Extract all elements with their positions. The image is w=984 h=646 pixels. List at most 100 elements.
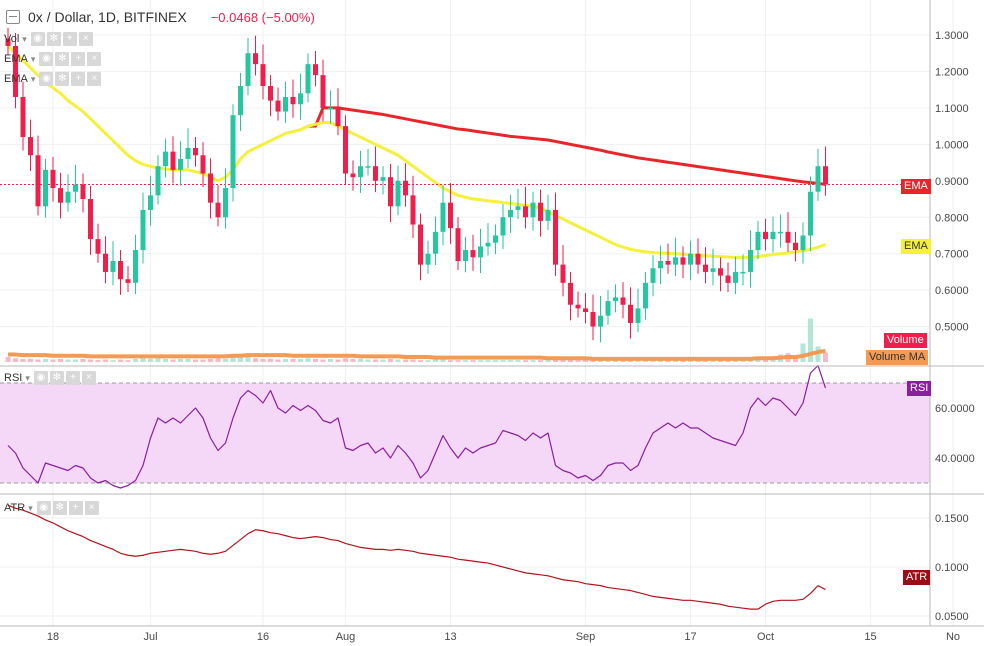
volume-bar xyxy=(200,359,206,362)
candle-body xyxy=(440,202,446,232)
eye-icon[interactable]: ◉ xyxy=(39,52,54,66)
volume-label: Volume xyxy=(884,333,927,348)
candle-body xyxy=(388,177,393,207)
candle-body xyxy=(688,253,693,265)
candle-body xyxy=(320,75,326,108)
gear-icon[interactable]: ✻ xyxy=(49,371,64,385)
indicator-row-ema-2[interactable]: EMA ▾ ◉ ✻ + × xyxy=(4,71,103,87)
volume-bar xyxy=(388,358,393,362)
candle-body xyxy=(478,246,483,258)
x-tick-label: Aug xyxy=(336,631,356,643)
volume-bar xyxy=(560,359,566,362)
volume-bar xyxy=(463,360,468,362)
candle-body xyxy=(703,264,708,272)
plus-icon[interactable]: + xyxy=(71,52,86,66)
volume-bar xyxy=(80,358,86,362)
rsi-band-layer xyxy=(0,382,930,484)
ema-short-price-label: EMA xyxy=(901,239,931,254)
eye-icon[interactable]: ◉ xyxy=(33,371,48,385)
x-tick-label: 18 xyxy=(47,631,59,643)
x-tick-label: 17 xyxy=(684,631,696,643)
indicator-row-ema-1[interactable]: EMA ▾ ◉ ✻ + × xyxy=(4,51,103,67)
volume-bar xyxy=(155,358,161,362)
volume-bar xyxy=(253,358,258,362)
volume-bar xyxy=(478,360,483,362)
volume-bar xyxy=(73,359,78,362)
volume-bar xyxy=(808,318,813,362)
candle-body xyxy=(395,180,401,207)
candle-body xyxy=(823,166,828,185)
volume-bar xyxy=(88,359,93,362)
gear-icon[interactable]: ✻ xyxy=(46,32,61,46)
x-tick-label: 13 xyxy=(444,631,456,643)
volume-bar xyxy=(365,359,371,362)
candle-body xyxy=(148,195,153,210)
volume-bar xyxy=(283,358,288,362)
symbol-title[interactable]: 0x / Dollar, 1D, BITFINEX xyxy=(28,9,187,25)
candle-body xyxy=(515,206,521,210)
gear-icon[interactable]: ✻ xyxy=(55,52,70,66)
close-icon[interactable]: × xyxy=(81,371,96,385)
volume-bar xyxy=(193,359,198,362)
volume-bar xyxy=(335,359,341,362)
candle-body xyxy=(73,184,78,192)
candle-body xyxy=(200,155,206,174)
volume-bar xyxy=(305,358,311,362)
plus-icon[interactable]: + xyxy=(65,371,80,385)
volume-bar xyxy=(425,360,431,362)
volume-bar xyxy=(290,358,296,362)
plus-icon[interactable]: + xyxy=(71,72,86,86)
candle-body xyxy=(185,147,191,159)
candle-body xyxy=(290,96,296,105)
candle-body xyxy=(763,231,768,240)
close-icon[interactable]: × xyxy=(84,501,99,515)
candle-body xyxy=(650,268,656,283)
volume-bar xyxy=(103,359,108,362)
candle-body xyxy=(598,315,603,327)
volume-bar xyxy=(58,358,63,362)
eye-icon[interactable]: ◉ xyxy=(30,32,45,46)
collapse-icon[interactable] xyxy=(6,10,20,24)
plus-icon[interactable]: + xyxy=(62,32,77,46)
indicator-row-atr[interactable]: ATR ▾ ◉ ✻ + × xyxy=(4,500,101,516)
caret-down-icon[interactable]: ▾ xyxy=(22,33,27,44)
candle-body xyxy=(523,206,528,218)
gear-icon[interactable]: ✻ xyxy=(55,72,70,86)
candle-body xyxy=(253,53,258,65)
candle-body xyxy=(43,169,48,207)
caret-down-icon[interactable]: ▾ xyxy=(25,372,30,383)
candle-body xyxy=(725,275,731,283)
volume-bar xyxy=(35,359,41,362)
close-icon[interactable]: × xyxy=(87,72,102,86)
candle-body xyxy=(313,64,318,76)
volume-bar xyxy=(823,352,828,362)
volume-bar xyxy=(95,360,101,362)
volume-layer xyxy=(5,318,828,362)
close-icon[interactable]: × xyxy=(87,52,102,66)
candle-body xyxy=(125,279,131,283)
candle-body xyxy=(275,100,281,112)
candle-body xyxy=(778,231,783,234)
gear-icon[interactable]: ✻ xyxy=(52,501,67,515)
plus-icon[interactable]: + xyxy=(68,501,83,515)
eye-icon[interactable]: ◉ xyxy=(36,501,51,515)
volume-bar xyxy=(800,343,806,362)
rsi-y-tick-label: 40.0000 xyxy=(935,453,975,465)
indicator-row-vol[interactable]: Vol ▾ ◉ ✻ + × xyxy=(4,31,95,47)
atr-value-label: ATR xyxy=(903,570,931,585)
close-icon[interactable]: × xyxy=(78,32,93,46)
volume-bar xyxy=(358,358,363,362)
eye-icon[interactable]: ◉ xyxy=(39,72,54,86)
indicator-row-rsi[interactable]: RSI ▾ ◉ ✻ + × xyxy=(4,370,98,386)
volume-bar xyxy=(470,360,476,362)
caret-down-icon[interactable]: ▾ xyxy=(28,502,33,513)
candle-body xyxy=(50,169,56,189)
y-tick-label: 0.6000 xyxy=(935,285,969,297)
caret-down-icon[interactable]: ▾ xyxy=(30,73,36,84)
candle-body xyxy=(500,217,506,236)
caret-down-icon[interactable]: ▾ xyxy=(30,53,36,64)
volume-bar xyxy=(185,358,191,362)
volume-bar xyxy=(598,360,603,362)
candle-body xyxy=(538,202,543,221)
